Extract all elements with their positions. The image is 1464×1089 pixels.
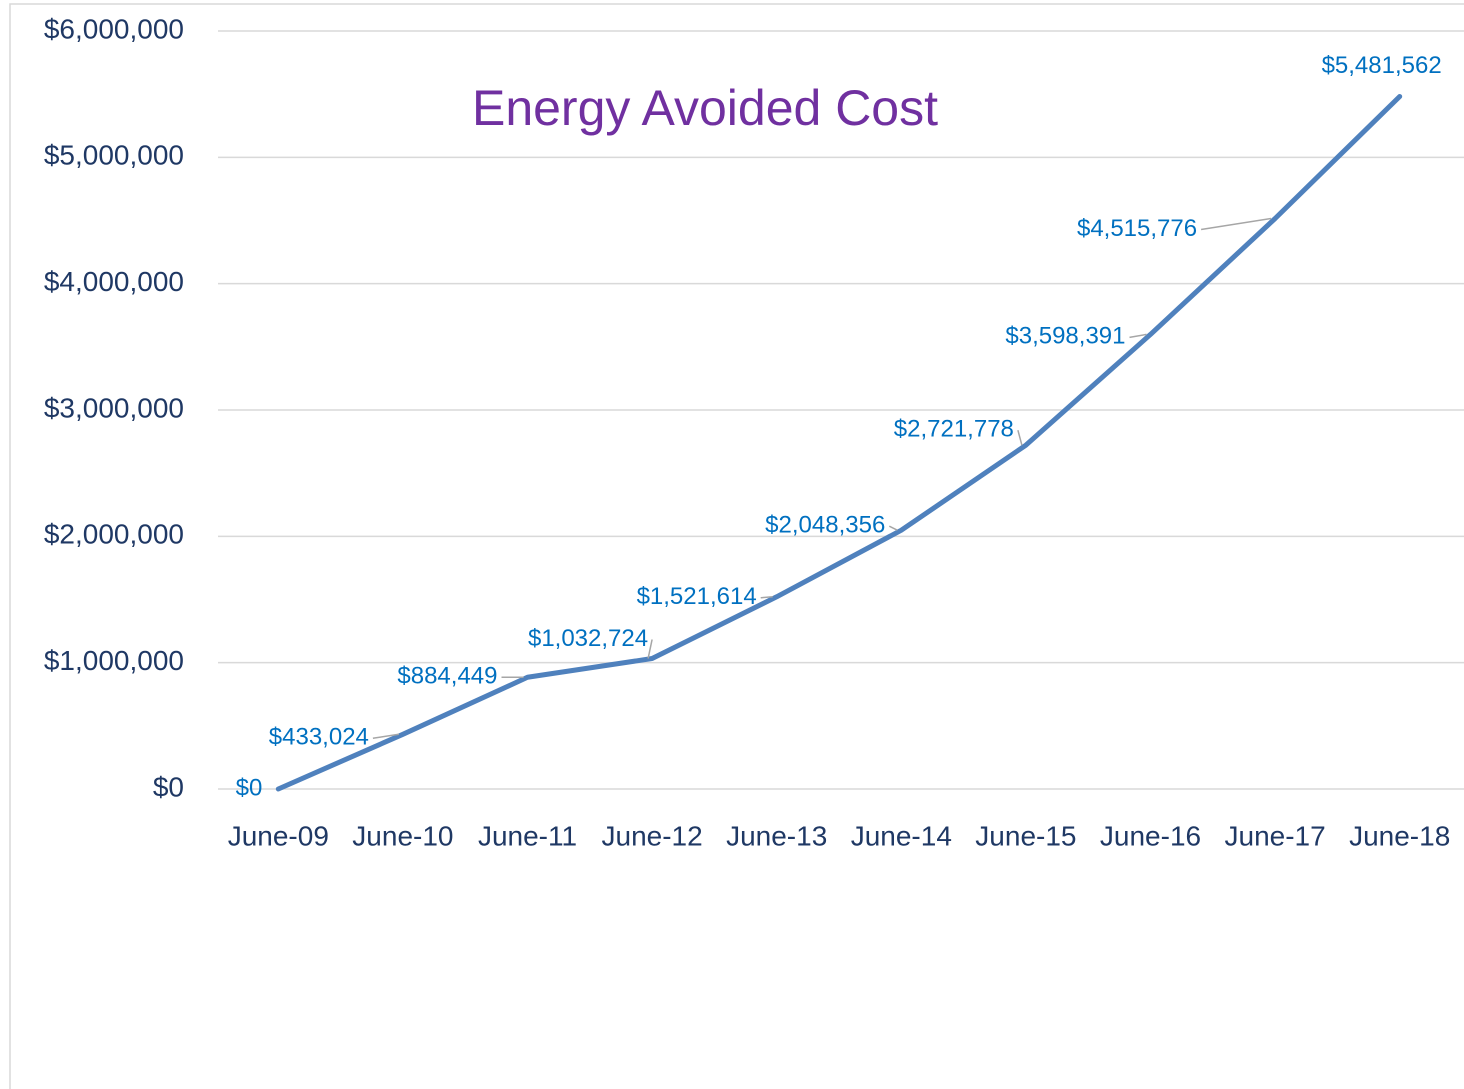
leader-line [760, 596, 773, 599]
x-tick-label: June-09 [228, 820, 329, 851]
x-tick-label: June-11 [478, 820, 577, 851]
leader-line [647, 639, 653, 659]
leader-line [1017, 429, 1023, 446]
data-label: $1,032,724 [528, 625, 648, 652]
data-label: $2,721,778 [894, 415, 1014, 442]
y-tick-label: $5,000,000 [44, 140, 184, 171]
x-tick-label: June-15 [975, 820, 1076, 851]
leader-line [372, 733, 400, 740]
data-label: $3,598,391 [1005, 323, 1125, 350]
x-tick-label: June-16 [1100, 820, 1201, 851]
data-label: $1,521,614 [637, 583, 757, 610]
data-label: $2,048,356 [765, 512, 885, 539]
y-tick-label: $3,000,000 [44, 392, 184, 423]
y-tick-label: $1,000,000 [44, 645, 184, 676]
data-label: $433,024 [269, 724, 369, 751]
x-tick-label: June-10 [352, 820, 453, 851]
data-label: $0 [236, 774, 263, 801]
x-tick-label: June-13 [726, 820, 827, 851]
y-tick-label: $4,000,000 [44, 266, 184, 297]
leader-line [888, 525, 898, 531]
data-label: $884,449 [397, 663, 497, 690]
data-label: $4,515,776 [1077, 215, 1197, 242]
line-series [275, 93, 1403, 792]
x-tick-label: June-17 [1225, 820, 1326, 851]
data-label: $5,481,562 [1322, 52, 1442, 79]
leader-line [1200, 217, 1272, 231]
chart-frame [9, 3, 1464, 1089]
x-tick-label: June-18 [1349, 820, 1450, 851]
y-tick-label: $2,000,000 [44, 519, 184, 550]
y-tick-label: $6,000,000 [44, 13, 184, 44]
x-tick-label: June-14 [851, 820, 952, 851]
x-tick-label: June-12 [602, 820, 703, 851]
leader-line [1129, 333, 1147, 339]
chart-title: Energy Avoided Cost [472, 80, 938, 136]
y-tick-label: $0 [153, 771, 184, 802]
